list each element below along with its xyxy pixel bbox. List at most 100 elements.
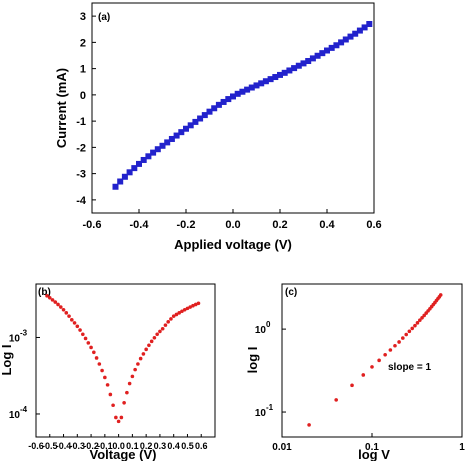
data-point: [324, 47, 330, 54]
data-point: [234, 90, 241, 97]
data-point: [286, 67, 293, 74]
data-point: [75, 324, 80, 329]
x-tick-label: 0.3: [154, 441, 167, 451]
panel-c-data-points: [307, 293, 443, 427]
data-point: [347, 33, 354, 40]
data-point: [388, 348, 393, 352]
data-point: [352, 30, 359, 37]
data-point: [78, 328, 82, 332]
panel-a-y-ticks: -4 -3 -2 -1 0 1 2 3: [76, 11, 96, 207]
panel-a-frame: [91, 2, 375, 214]
data-point: [188, 305, 193, 309]
data-point: [127, 381, 132, 386]
data-point: [149, 339, 154, 344]
x-tick-label: 0.0: [112, 441, 125, 451]
data-point: [166, 320, 170, 324]
panel-c-x-ticks: 0.01 0.1 1: [272, 433, 465, 453]
data-point: [112, 183, 119, 190]
data-point: [53, 300, 58, 304]
data-point: [407, 329, 412, 334]
data-point: [225, 96, 232, 103]
data-point: [410, 326, 415, 331]
data-point: [136, 160, 142, 167]
data-point: [193, 302, 198, 307]
data-point: [415, 321, 420, 325]
y-tick-label: 0: [80, 90, 86, 102]
y-tick-label: -2: [76, 142, 86, 154]
data-point: [105, 383, 110, 387]
data-point: [182, 307, 187, 312]
data-point: [393, 343, 397, 348]
data-point: [191, 303, 195, 308]
data-point: [103, 375, 107, 380]
data-point: [420, 315, 424, 320]
data-point: [89, 345, 93, 350]
data-point: [328, 44, 335, 51]
data-point: [108, 392, 113, 397]
data-point: [169, 317, 173, 321]
x-tick-label: 0.1: [365, 442, 379, 453]
x-tick-label: 0.4: [319, 219, 335, 231]
data-point: [422, 313, 426, 318]
data-point: [183, 125, 189, 132]
panel-c-frame: [281, 283, 463, 438]
panel-c-y-axis-label: log I: [245, 347, 260, 374]
data-point: [174, 312, 179, 317]
data-point: [67, 314, 71, 318]
panel-a-chart: (a) -0.6 -0.4 -0.2 0.0 0.2 0.4 0.6 -4 -3 -2 -1 0 1 2…: [54, 2, 382, 252]
data-point: [314, 52, 321, 59]
data-point: [131, 165, 138, 172]
data-point: [377, 358, 381, 363]
data-point: [121, 173, 128, 180]
data-point: [94, 356, 99, 360]
data-point: [196, 301, 201, 306]
x-tick-label: 0.01: [272, 442, 292, 453]
data-point: [187, 122, 194, 129]
data-point: [61, 307, 66, 312]
x-tick-label: 0.0: [225, 219, 240, 231]
data-point: [366, 21, 373, 27]
x-tick-label: 0.6: [366, 219, 381, 231]
data-point: [350, 383, 354, 388]
x-tick-label: 0.1: [126, 441, 139, 451]
y-tick-exponent: -3: [20, 328, 28, 337]
data-point: [404, 332, 409, 337]
data-point: [117, 178, 124, 185]
panel-a-x-axis-label: Applied voltage (V): [174, 237, 292, 252]
data-point: [201, 112, 208, 119]
data-point: [50, 298, 55, 302]
data-point: [160, 326, 165, 331]
data-point: [338, 39, 345, 46]
data-point: [401, 336, 405, 340]
panel-c-x-axis-label: log V: [358, 447, 390, 461]
data-point: [178, 129, 185, 136]
data-point: [145, 153, 152, 160]
x-tick-label: -0.6: [28, 441, 44, 451]
y-tick-label: 1: [80, 64, 86, 76]
data-point: [211, 105, 218, 112]
data-point: [141, 352, 146, 356]
data-point: [253, 82, 260, 89]
x-tick-label: -0.2: [177, 219, 196, 231]
data-point: [307, 423, 311, 427]
data-point: [291, 65, 298, 72]
data-point: [164, 139, 171, 146]
data-point: [126, 169, 133, 176]
data-point: [220, 98, 227, 105]
x-tick-label: 1: [459, 442, 465, 453]
x-tick-label: 0.2: [140, 441, 153, 451]
panel-c-label: (c): [285, 287, 297, 298]
panel-b-chart: (b) -0.6-0.5-0.4-0.3-0.2-0.1 0.0 0.1 0.2 0.3…: [0, 283, 216, 462]
data-point: [309, 55, 316, 62]
data-point: [155, 332, 159, 337]
data-point: [133, 367, 137, 372]
data-point: [72, 321, 77, 325]
data-point: [92, 350, 96, 355]
panel-b-y-ticks: 10-310-4: [9, 328, 40, 421]
panel-a-label: (a): [98, 12, 110, 23]
data-point: [152, 336, 157, 340]
data-point: [168, 135, 175, 142]
data-point: [342, 36, 349, 43]
data-point: [262, 78, 269, 85]
